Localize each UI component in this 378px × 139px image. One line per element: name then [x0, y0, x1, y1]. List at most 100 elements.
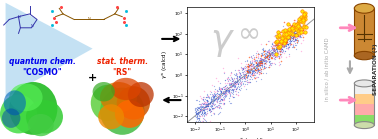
- Point: [282, 38, 288, 40]
- Point: [220, 91, 226, 94]
- Point: [252, 59, 258, 61]
- Point: [288, 25, 294, 27]
- Point: [235, 84, 241, 87]
- Point: [251, 57, 257, 59]
- Point: [249, 70, 255, 72]
- Point: [296, 20, 302, 23]
- Point: [200, 96, 206, 98]
- Point: [247, 74, 253, 76]
- Point: [250, 70, 256, 73]
- Point: [277, 42, 283, 44]
- Point: [223, 86, 229, 89]
- Point: [234, 73, 240, 75]
- Point: [296, 27, 302, 30]
- Point: [270, 48, 276, 50]
- Point: [223, 84, 229, 86]
- Point: [228, 86, 234, 88]
- Point: [198, 105, 204, 107]
- Point: [277, 44, 283, 47]
- Point: [212, 94, 218, 96]
- Point: [246, 66, 252, 68]
- Point: [294, 41, 300, 44]
- Point: [291, 23, 297, 25]
- Point: [266, 52, 272, 54]
- Point: [217, 86, 223, 89]
- Point: [212, 103, 218, 105]
- Point: [279, 46, 285, 48]
- Point: [273, 43, 279, 45]
- Point: [272, 51, 278, 53]
- Point: [258, 60, 264, 62]
- Point: [232, 82, 238, 84]
- Point: [289, 45, 295, 48]
- Point: [283, 55, 289, 58]
- Point: [236, 88, 242, 90]
- Point: [274, 46, 280, 48]
- Point: [292, 38, 298, 40]
- Point: [291, 30, 297, 33]
- Point: [212, 91, 218, 93]
- Point: [212, 95, 218, 98]
- Point: [202, 104, 208, 106]
- Point: [244, 75, 250, 78]
- Point: [296, 36, 302, 38]
- Point: [294, 39, 300, 41]
- Point: [284, 39, 290, 41]
- Point: [220, 91, 226, 94]
- Point: [294, 22, 300, 24]
- Point: [254, 59, 260, 61]
- Point: [242, 75, 248, 77]
- Point: [288, 37, 294, 39]
- Point: [287, 34, 293, 36]
- Point: [297, 20, 304, 22]
- Point: [254, 63, 260, 65]
- Point: [197, 108, 203, 110]
- Point: [277, 31, 283, 33]
- Point: [244, 59, 250, 61]
- Point: [232, 88, 239, 90]
- Point: [231, 78, 237, 80]
- Point: [279, 48, 285, 50]
- Point: [217, 96, 223, 99]
- Point: [201, 102, 207, 104]
- Point: [258, 58, 264, 61]
- Point: [290, 36, 296, 38]
- Point: [223, 91, 229, 93]
- Point: [249, 61, 256, 63]
- Point: [207, 90, 213, 92]
- Point: [257, 62, 263, 64]
- Point: [267, 59, 273, 62]
- Point: [296, 18, 302, 20]
- Point: [294, 33, 301, 35]
- Point: [237, 83, 243, 85]
- Point: [234, 81, 240, 84]
- Point: [249, 59, 255, 62]
- Point: [205, 102, 211, 104]
- Point: [218, 88, 224, 90]
- Point: [267, 54, 273, 56]
- Point: [257, 62, 263, 64]
- Point: [195, 107, 201, 109]
- Point: [285, 43, 291, 46]
- Point: [255, 56, 261, 58]
- Point: [290, 28, 296, 30]
- Point: [280, 41, 287, 44]
- Point: [260, 47, 266, 49]
- Point: [206, 109, 212, 111]
- Point: [195, 106, 201, 108]
- Point: [209, 104, 215, 107]
- Point: [204, 107, 210, 110]
- Point: [194, 112, 200, 114]
- Text: stat. therm.: stat. therm.: [97, 57, 148, 66]
- Point: [205, 104, 211, 106]
- Point: [245, 71, 251, 74]
- Point: [265, 49, 271, 51]
- Point: [223, 91, 229, 94]
- Point: [242, 74, 248, 76]
- Point: [213, 97, 219, 99]
- Point: [244, 76, 250, 78]
- Point: [210, 103, 216, 106]
- Point: [211, 96, 217, 99]
- Point: [288, 40, 294, 43]
- Point: [208, 98, 214, 100]
